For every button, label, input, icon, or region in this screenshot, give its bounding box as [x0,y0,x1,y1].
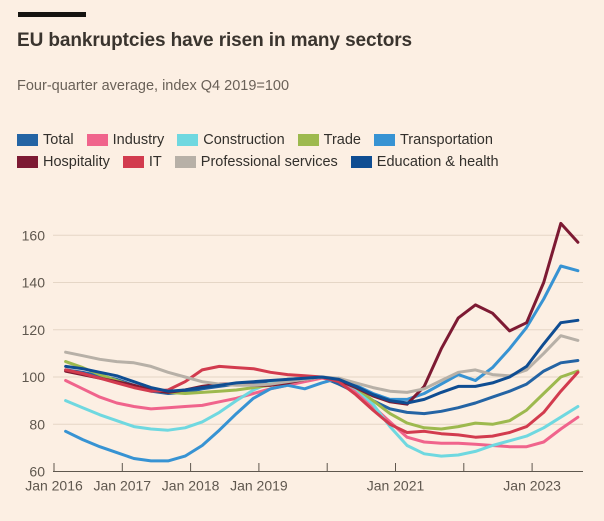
chart-subtitle: Four-quarter average, index Q4 2019=100 [17,78,290,94]
legend-item-trade: Trade [297,132,361,148]
legend-label: Hospitality [43,154,110,170]
legend-swatch [17,156,38,168]
legend-swatch [17,134,38,146]
x-tick-label-2018: Jan 2018 [162,478,220,494]
page-title: EU bankruptcies have risen in many secto… [17,30,412,51]
y-tick-label-160: 160 [22,227,46,243]
y-tick-label-80: 80 [29,416,45,432]
legend-swatch [297,134,319,146]
brand-bar [18,12,86,17]
legend-item-transportation: Transportation [373,132,493,148]
legend-item-total: Total [17,132,74,148]
y-tick-label-60: 60 [29,464,45,480]
x-tick-label-2017: Jan 2017 [93,478,151,494]
legend-label: Total [43,132,74,148]
legend-label: IT [148,154,162,170]
x-tick-label-2021: Jan 2021 [367,478,425,494]
legend-swatch [373,134,395,146]
x-tick-label-2019: Jan 2019 [230,478,288,494]
y-tick-label-120: 120 [22,322,46,338]
chart-legend: Total Industry Construction Trade Transporta… [17,132,583,170]
legend-item-industry: Industry [86,132,165,148]
legend-label: Trade [323,132,361,148]
x-tick-label-2023: Jan 2023 [503,478,561,494]
legend-swatch [174,156,196,168]
legend-item-construction: Construction [177,132,285,148]
legend-label: Transportation [399,132,493,148]
legend-label: Education & health [376,154,499,170]
y-tick-label-140: 140 [22,275,46,291]
legend-swatch [177,134,199,146]
legend-item-education-health: Education & health [350,154,499,170]
legend-label: Industry [112,132,165,148]
line-chart-plot: 60 80 100 120 140 160 Jan 2016 Jan 2017 Jan 2018… [22,221,583,494]
y-tick-label-100: 100 [22,369,46,385]
legend-swatch [122,156,144,168]
legend-swatch [86,134,108,146]
legend-item-it: IT [122,154,162,170]
legend-swatch [350,156,372,168]
x-tick-label-2016: Jan 2016 [25,478,83,494]
series-line-education-health [64,318,580,405]
series-line-transportation [64,264,580,463]
legend-label: Professional services [200,154,338,170]
legend-item-hospitality: Hospitality [17,154,110,170]
legend-label: Construction [203,132,285,148]
legend-item-professional-services: Professional services [174,154,338,170]
